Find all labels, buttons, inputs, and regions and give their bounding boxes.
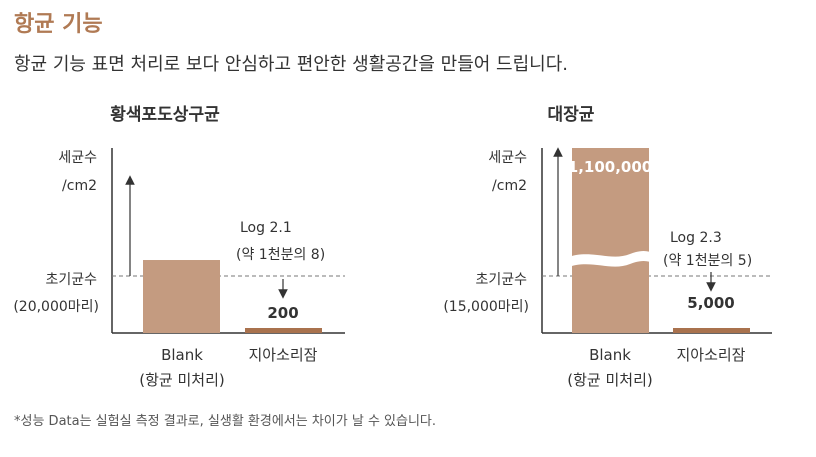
chart-staph: 황색포도상구균 세균수 /cm2 초기균수 (20,000마리) 25,000 … [13, 105, 345, 389]
initial-label-line2: (15,000마리) [443, 299, 529, 315]
chart-title-ecoli: 대장균 [548, 105, 595, 125]
value-label-blank-ecoli: 1,100,000 [568, 158, 652, 176]
bar-treated-ecoli [673, 328, 750, 333]
category-label-blank: Blank [589, 346, 631, 364]
axis-break-mark [566, 251, 655, 268]
ylabel-line2: /cm2 [62, 178, 97, 194]
annotation-log-ecoli: Log 2.3 [670, 230, 722, 246]
annotation-ratio-staph: (약 1천분의 8) [236, 247, 325, 263]
category-sublabel-blank: (항균 미처리) [567, 371, 652, 389]
category-label-blank: Blank [161, 346, 203, 364]
chart-title-staph: 황색포도상구균 [110, 105, 220, 125]
ylabel-line1: 세균수 [58, 150, 97, 166]
category-sublabel-blank: (항균 미처리) [139, 371, 224, 389]
chart-ecoli: 대장균 세균수 /cm2 초기균수 (15,000마리) 1,100,000 5… [443, 105, 772, 389]
initial-label-line1: 초기균수 [45, 272, 97, 288]
ylabel-line2: /cm2 [492, 178, 527, 194]
bar-blank-ecoli [572, 148, 649, 333]
annotation-log-staph: Log 2.1 [240, 220, 292, 236]
footnote: *성능 Data는 실험실 측정 결과로, 실생활 환경에서는 차이가 날 수 … [14, 414, 437, 429]
initial-label-line2: (20,000마리) [13, 299, 99, 315]
category-label-treated: 지아소리잠 [248, 346, 317, 364]
category-label-treated: 지아소리잠 [676, 346, 745, 364]
annotation-ratio-ecoli: (약 1천분의 5) [663, 253, 752, 269]
bar-treated-staph [245, 328, 322, 333]
bar-blank-staph [143, 260, 220, 333]
value-label-treated-ecoli: 5,000 [687, 294, 734, 312]
page-title: 항균 기능 [14, 12, 103, 37]
bacteria-charts: 황색포도상구균 세균수 /cm2 초기균수 (20,000마리) 25,000 … [13, 105, 772, 389]
initial-label-line1: 초기균수 [475, 272, 527, 288]
value-label-blank-staph: 25,000 [153, 184, 211, 202]
ylabel-line1: 세균수 [488, 150, 527, 166]
value-label-treated-staph: 200 [267, 304, 298, 322]
page-subtitle: 항균 기능 표면 처리로 보다 안심하고 편안한 생활공간을 만들어 드립니다. [14, 54, 569, 75]
